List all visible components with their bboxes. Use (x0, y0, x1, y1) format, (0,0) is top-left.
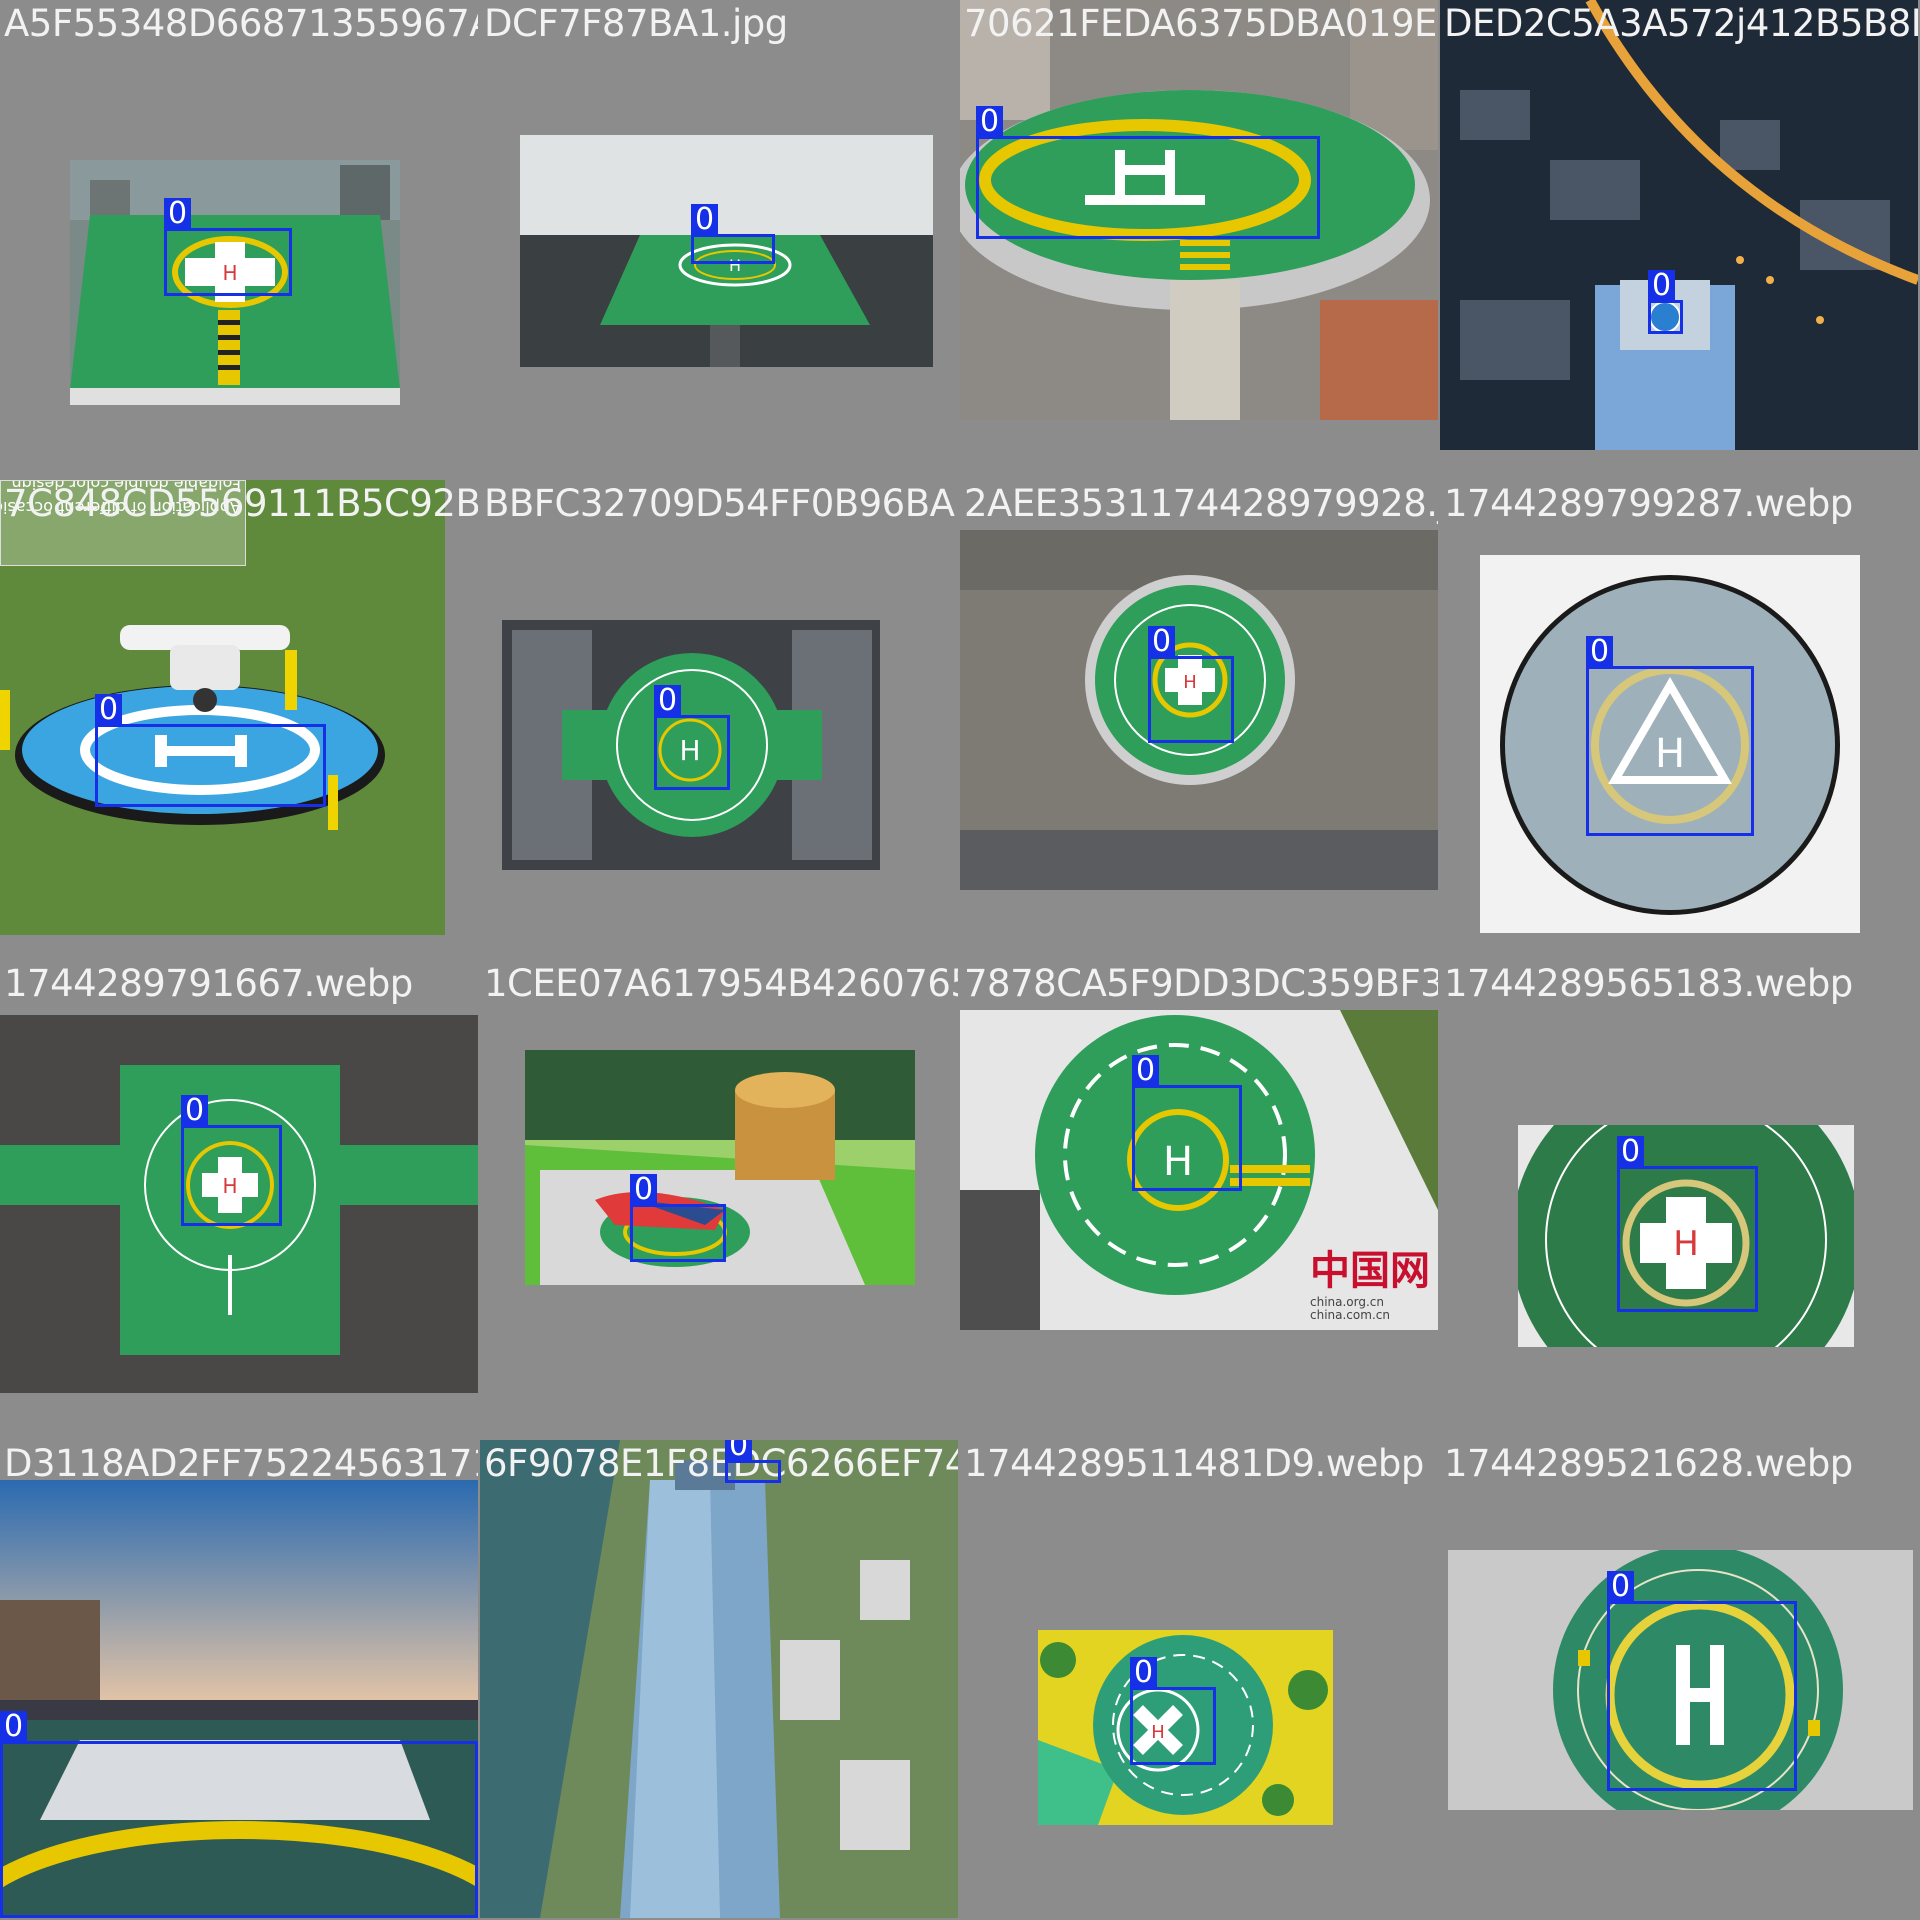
detection-box: 0 (181, 1095, 282, 1226)
detection-box: 0 (1586, 636, 1754, 836)
detection-box: 0 (1617, 1136, 1758, 1312)
detection-box: 0 (1132, 1055, 1242, 1191)
svg-text:H: H (679, 734, 700, 767)
tile-filename: 1744289511481D9.webp (964, 1442, 1424, 1485)
detection-label: 0 (1617, 1136, 1645, 1168)
tile-filename: D3118AD2FF75224563171436F9078E1F8EDC6266… (4, 1442, 478, 1485)
tile-filename: 2AEE3531174428979928.jpeg (964, 482, 1438, 525)
tile-11-image: H 中国网 china.org.cn china.com.cn (960, 1010, 1438, 1330)
detection-box: 0 (1130, 1657, 1216, 1765)
detection-label: 0 (1130, 1657, 1158, 1689)
detection-label: 0 (654, 685, 682, 717)
tile-9-image: H (0, 1015, 478, 1393)
tile-2[interactable]: H 0 DCF7F87BA1.jpg (480, 0, 958, 478)
tile-11[interactable]: H 中国网 china.org.cn china.com.cn 0 7878CA… (960, 960, 1438, 1438)
tile-14-image (480, 1440, 958, 1918)
detection-box: 0 (1148, 626, 1234, 743)
tile-filename: BBFC32709D54FF0B96BA1AAC5852A6EB.jpg (484, 482, 958, 525)
tile-filename: 1744289791667.webp (4, 962, 413, 1005)
detection-box: 0 (1648, 270, 1683, 334)
tile-2-image: H (520, 135, 933, 367)
svg-text:H: H (222, 261, 237, 285)
tile-5[interactable]: Application of different occasions Folda… (0, 480, 478, 958)
tile-3[interactable]: 0 70621FEDA6375DBA019EDDED2C5A3A572.jpg (960, 0, 1438, 478)
tile-5-image: Application of different occasions Folda… (0, 480, 445, 935)
tile-1[interactable]: H 0 A5F55348D66871355967A00CF22376342D56… (0, 0, 478, 478)
tile-filename: 7C848CD5569111B5C92BEABFC32709D54FF0B96B… (4, 482, 478, 525)
tile-filename: 1CEE07A617954B4260765F7878CA5F9DD3DC359B… (484, 962, 958, 1005)
tile-filename: 1744289799287.webp (1444, 482, 1853, 525)
svg-text:H: H (1655, 731, 1685, 777)
tile-4[interactable]: 0 DED2C5A3A572j412B5B8D0 (1440, 0, 1918, 478)
svg-text:H: H (1151, 1722, 1165, 1743)
detection-label: 0 (1132, 1055, 1160, 1087)
detection-label: 0 (1586, 636, 1614, 668)
tile-filename: 1744289521628.webp (1444, 1442, 1853, 1485)
tile-9[interactable]: H 0 1744289791667.webp (0, 960, 478, 1438)
detection-label: 0 (630, 1174, 658, 1206)
detection-label: 0 (95, 694, 123, 726)
detection-box: 0 (95, 694, 326, 807)
watermark-logo: 中国网 china.org.cn china.com.cn (1310, 1248, 1430, 1322)
tile-12-image: H (1518, 1125, 1854, 1347)
tile-8[interactable]: H 0 1744289799287.webp (1440, 480, 1918, 958)
detection-label: 0 (164, 198, 192, 230)
detection-label: 0 (1648, 270, 1676, 302)
tile-13[interactable]: 0 D3118AD2FF75224563171436F9078E1F8EDC62… (0, 1440, 478, 1918)
svg-text:H: H (1183, 672, 1197, 693)
svg-text:H: H (1163, 1139, 1193, 1185)
tile-filename: DCF7F87BA1.jpg (484, 2, 788, 45)
tile-10-image (525, 1050, 915, 1285)
detection-label: 0 (1148, 626, 1176, 658)
tile-filename: DED2C5A3A572j412B5B8D0 (1444, 2, 1918, 45)
detection-box: 0 (0, 1711, 478, 1918)
detection-box: 0 (976, 106, 1320, 239)
svg-text:H: H (222, 1174, 237, 1198)
detection-box: 0 (725, 1440, 781, 1483)
tile-7[interactable]: H 0 2AEE3531174428979928.jpeg (960, 480, 1438, 958)
detection-label: 0 (976, 106, 1004, 138)
detection-box: 0 (164, 198, 292, 296)
detection-box: 0 (691, 204, 775, 264)
tile-16[interactable]: 0 1744289521628.webp (1440, 1440, 1918, 1918)
tile-13-image (0, 1480, 478, 1918)
detection-box: 0 (630, 1174, 726, 1262)
tile-6[interactable]: H 0 BBFC32709D54FF0B96BA1AAC5852A6EB.jpg (480, 480, 958, 958)
tile-1-image: H (70, 160, 400, 405)
tile-12[interactable]: H 0 1744289565183.webp (1440, 960, 1918, 1438)
tile-15[interactable]: H 0 1744289511481D9.webp (960, 1440, 1438, 1918)
svg-text:H: H (1673, 1224, 1699, 1264)
tile-filename: A5F55348D66871355967A00CF22376342D56EA9E… (4, 2, 478, 45)
detection-label: 0 (1607, 1571, 1635, 1603)
detection-box: 0 (654, 685, 730, 790)
detection-label: 0 (725, 1440, 753, 1462)
tile-14[interactable]: 0 6F9078E1F8EDC6266EF7412B91481D9.webp (480, 1440, 958, 1918)
tile-filename: 70621FEDA6375DBA019EDDED2C5A3A572.jpg (964, 2, 1438, 45)
svg-text:H: H (729, 256, 741, 275)
tile-filename: 1744289565183.webp (1444, 962, 1853, 1005)
tile-7-image: H (960, 530, 1438, 890)
tile-10[interactable]: 0 1CEE07A617954B4260765F7878CA5F9DD3DC35… (480, 960, 958, 1438)
tile-6-image: H (502, 620, 880, 870)
detection-label: 0 (691, 204, 719, 236)
detection-label: 0 (0, 1711, 28, 1743)
tile-16-image (1448, 1550, 1913, 1810)
tile-4-image (1440, 0, 1918, 450)
detection-label: 0 (181, 1095, 209, 1127)
tile-filename: 7878CA5F9DD3DC359BF38F9E4E5956F83.jpg (964, 962, 1438, 1005)
detection-box: 0 (1607, 1571, 1797, 1791)
tile-filename: 6F9078E1F8EDC6266EF7412B91481D9.webp (484, 1442, 958, 1485)
